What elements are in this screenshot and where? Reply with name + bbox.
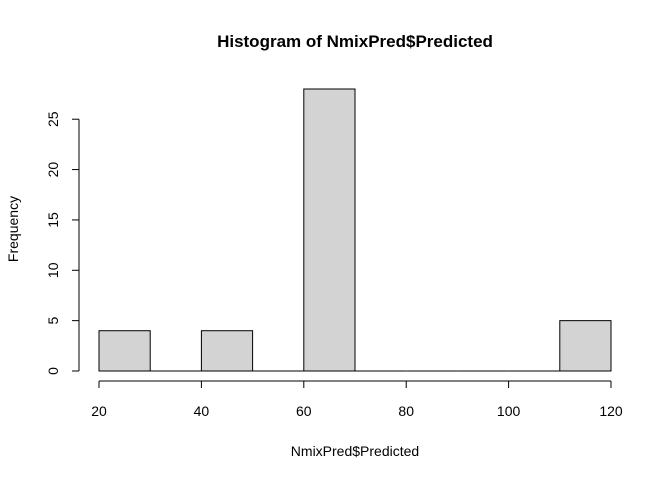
y-tick-label: 0 xyxy=(45,367,61,375)
x-tick-label: 20 xyxy=(91,403,107,419)
histogram-bars xyxy=(98,88,612,372)
x-axis-label: NmixPred$Predicted xyxy=(291,443,419,459)
y-tick-label: 5 xyxy=(45,317,61,325)
x-tick-label: 100 xyxy=(497,403,521,419)
y-tick-label: 10 xyxy=(45,262,61,278)
histogram-bar-60-70 xyxy=(303,88,356,372)
y-axis: 0 5 10 15 20 25 xyxy=(45,111,80,375)
histogram-bar-110-120 xyxy=(559,320,612,372)
x-axis: 20 40 60 80 100 120 xyxy=(91,380,623,419)
histogram-bar-40-50 xyxy=(200,330,254,372)
y-tick-label: 20 xyxy=(45,162,61,178)
x-tick-label: 80 xyxy=(398,403,414,419)
y-tick-label: 15 xyxy=(45,212,61,228)
chart-title: Histogram of NmixPred$Predicted xyxy=(217,32,493,51)
y-axis-label: Frequency xyxy=(5,196,21,262)
y-tick-label: 25 xyxy=(45,111,61,127)
x-tick-label: 60 xyxy=(296,403,312,419)
x-tick-label: 40 xyxy=(194,403,210,419)
x-tick-label: 120 xyxy=(599,403,623,419)
histogram-bar-20-30 xyxy=(98,330,151,372)
